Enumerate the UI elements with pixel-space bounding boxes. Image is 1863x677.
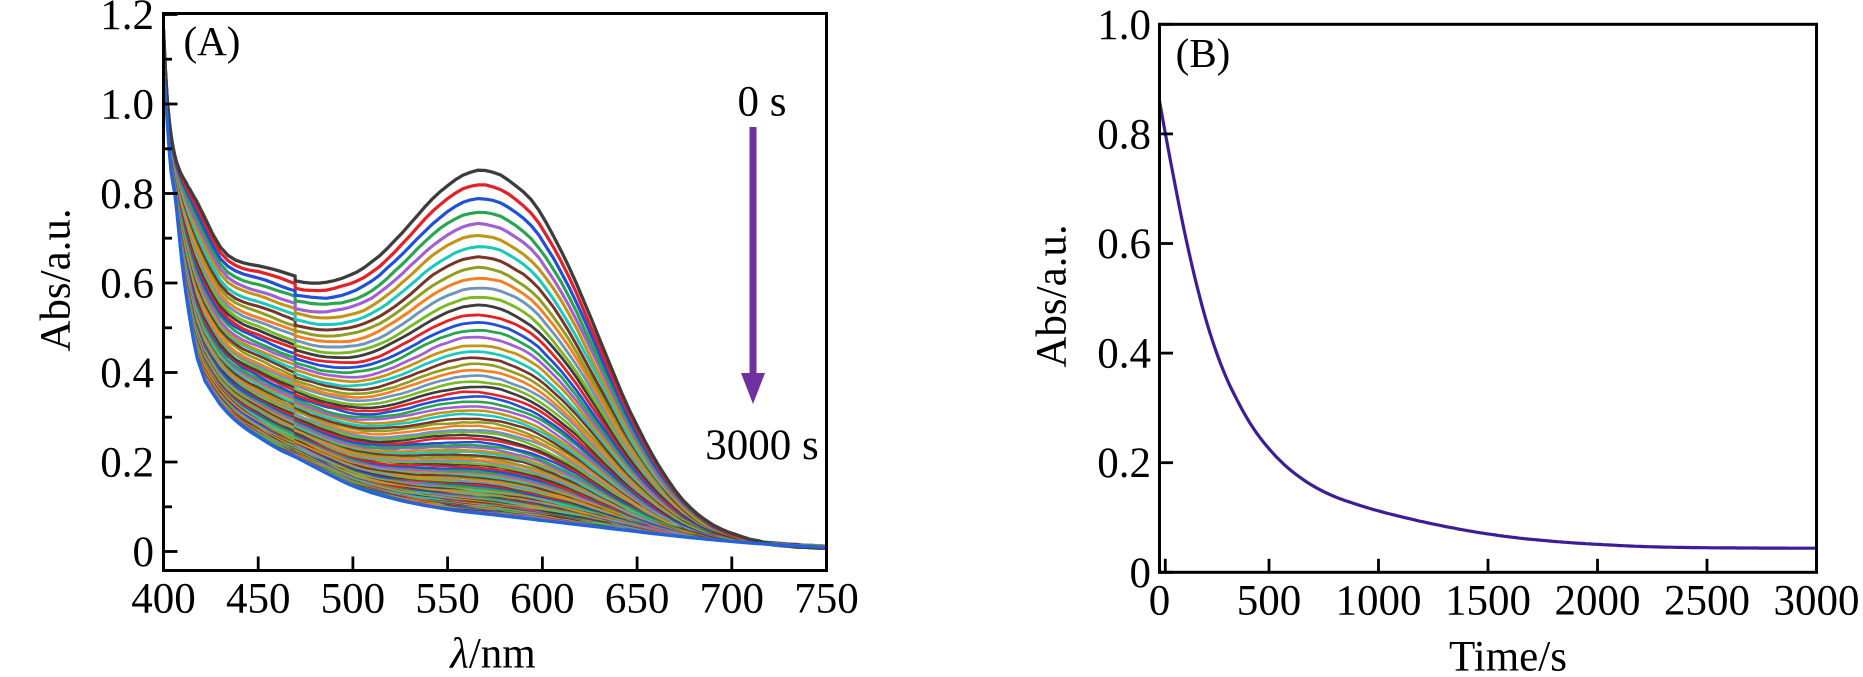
svg-text:650: 650: [605, 576, 670, 623]
svg-text:λ/nm: λ/nm: [448, 631, 536, 677]
svg-text:Abs/a.u.: Abs/a.u.: [33, 208, 80, 351]
svg-text:0.2: 0.2: [1097, 440, 1151, 487]
svg-text:1000: 1000: [1336, 578, 1422, 625]
svg-text:2000: 2000: [1555, 578, 1641, 625]
svg-text:1500: 1500: [1445, 578, 1531, 625]
svg-text:0: 0: [1130, 550, 1152, 597]
svg-text:1.0: 1.0: [1097, 2, 1151, 49]
svg-text:3000 s: 3000 s: [705, 422, 818, 469]
svg-text:0: 0: [133, 529, 155, 576]
svg-text:750: 750: [794, 576, 859, 623]
svg-text:(A): (A): [184, 18, 241, 64]
svg-text:0.2: 0.2: [100, 440, 154, 487]
svg-text:0.6: 0.6: [1097, 221, 1151, 268]
svg-text:0.4: 0.4: [100, 350, 154, 397]
svg-text:500: 500: [321, 576, 386, 623]
svg-text:Time/s: Time/s: [1449, 634, 1567, 677]
svg-text:(B): (B): [1176, 30, 1231, 76]
svg-text:3000: 3000: [1774, 578, 1860, 625]
svg-text:1.0: 1.0: [100, 82, 154, 129]
svg-text:500: 500: [1237, 578, 1302, 625]
svg-text:0: 0: [1149, 578, 1171, 625]
svg-text:1.2: 1.2: [100, 0, 154, 39]
svg-text:0.6: 0.6: [100, 261, 154, 308]
svg-text:0.8: 0.8: [1097, 111, 1151, 158]
svg-text:600: 600: [510, 576, 575, 623]
svg-text:Abs/a.u.: Abs/a.u.: [1029, 224, 1076, 367]
svg-text:0 s: 0 s: [738, 79, 787, 126]
svg-text:0.8: 0.8: [100, 171, 154, 218]
svg-text:400: 400: [131, 576, 196, 623]
svg-text:0.4: 0.4: [1097, 331, 1151, 378]
svg-text:450: 450: [226, 576, 291, 623]
svg-text:700: 700: [700, 576, 765, 623]
svg-text:550: 550: [415, 576, 480, 623]
svg-text:2500: 2500: [1664, 578, 1750, 625]
